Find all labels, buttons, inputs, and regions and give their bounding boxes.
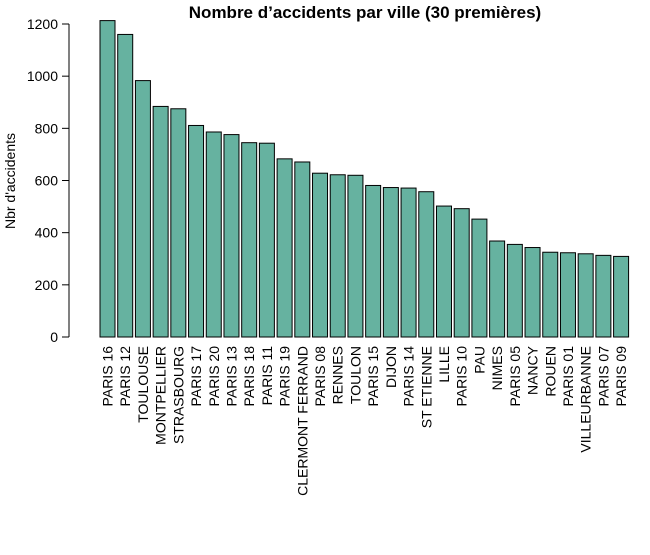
- x-tick-label: PARIS 09: [613, 346, 629, 407]
- y-axis-label: Nbr d'accidents: [2, 133, 18, 229]
- bar: [152, 105, 169, 338]
- x-tick-label: PARIS 13: [223, 346, 239, 407]
- bar: [241, 142, 258, 338]
- x-tick-label: PARIS 10: [454, 346, 470, 407]
- bar: [559, 252, 576, 338]
- bar: [205, 131, 222, 338]
- x-tick-label: NIMES: [489, 346, 505, 390]
- bar: [613, 255, 630, 338]
- x-tick-label: PARIS 20: [206, 346, 222, 407]
- x-tick-label: LILLE: [436, 346, 452, 383]
- bar: [258, 142, 275, 338]
- x-tick-label: VILLEURBANNE: [578, 346, 594, 453]
- bar: [418, 191, 435, 338]
- x-tick-label: PARIS 05: [507, 346, 523, 407]
- y-axis: 0 200 400 600 800 1000 1200: [27, 16, 70, 345]
- x-tick-label: PARIS 07: [595, 346, 611, 407]
- y-tick-label: 1000: [27, 68, 58, 84]
- y-tick-label: 0: [50, 329, 58, 345]
- x-tick-label: PARIS 17: [188, 346, 204, 407]
- bar: [276, 158, 293, 338]
- x-tick-label: PARIS 15: [365, 346, 381, 407]
- bar: [365, 184, 382, 338]
- x-tick-label: PAU: [471, 346, 487, 374]
- bar: [117, 33, 134, 338]
- bar: [223, 134, 240, 338]
- y-tick-label: 200: [35, 277, 59, 293]
- bar: [453, 208, 470, 338]
- x-tick-labels: PARIS 16 PARIS 12 TOULOUSE MONTPELLIER STRAS…: [100, 345, 630, 496]
- chart-title: Nombre d’accidents par ville (30 premièr…: [189, 3, 541, 22]
- bar: [170, 108, 187, 338]
- x-tick-label: PARIS 11: [259, 346, 275, 406]
- bar: [99, 20, 116, 338]
- x-tick-label: DIJON: [383, 346, 399, 388]
- bar: [312, 172, 329, 338]
- x-tick-label: ROUEN: [542, 346, 558, 397]
- x-tick-label: TOULOUSE: [135, 346, 151, 423]
- bar: [329, 174, 346, 338]
- bar: [489, 240, 506, 338]
- bar: [347, 174, 364, 338]
- x-tick-label: MONTPELLIER: [153, 346, 169, 445]
- y-tick-label: 1200: [27, 16, 58, 32]
- x-tick-label: CLERMONT FERRAND: [294, 346, 310, 496]
- bar: [542, 251, 559, 338]
- x-tick-label: RENNES: [330, 346, 346, 404]
- bar: [577, 253, 594, 338]
- y-tick-label: 600: [35, 173, 59, 189]
- x-tick-label: PARIS 18: [241, 346, 257, 407]
- bars-group: [99, 20, 630, 338]
- x-tick-label: PARIS 16: [100, 346, 116, 407]
- y-tick-label: 800: [35, 120, 59, 136]
- bar: [382, 187, 399, 338]
- x-tick-label: NANCY: [525, 345, 541, 395]
- bar: [188, 124, 205, 338]
- x-tick-label: PARIS 12: [117, 346, 133, 407]
- x-tick-label: ST ETIENNE: [418, 346, 434, 428]
- x-tick-label: PARIS 19: [277, 346, 293, 407]
- x-tick-label: PARIS 01: [560, 346, 576, 407]
- x-tick-label: PARIS 08: [312, 346, 328, 407]
- bar: [400, 187, 417, 338]
- bar: [524, 247, 541, 338]
- bar: [134, 80, 151, 338]
- y-tick-label: 400: [35, 225, 59, 241]
- bar: [471, 218, 488, 338]
- bar: [435, 205, 452, 338]
- x-tick-label: TOULON: [347, 346, 363, 404]
- x-tick-label: STRASBOURG: [170, 346, 186, 444]
- bar: [294, 161, 311, 338]
- x-tick-label: PARIS 14: [401, 346, 417, 407]
- bar: [595, 254, 612, 338]
- bar: [506, 243, 523, 338]
